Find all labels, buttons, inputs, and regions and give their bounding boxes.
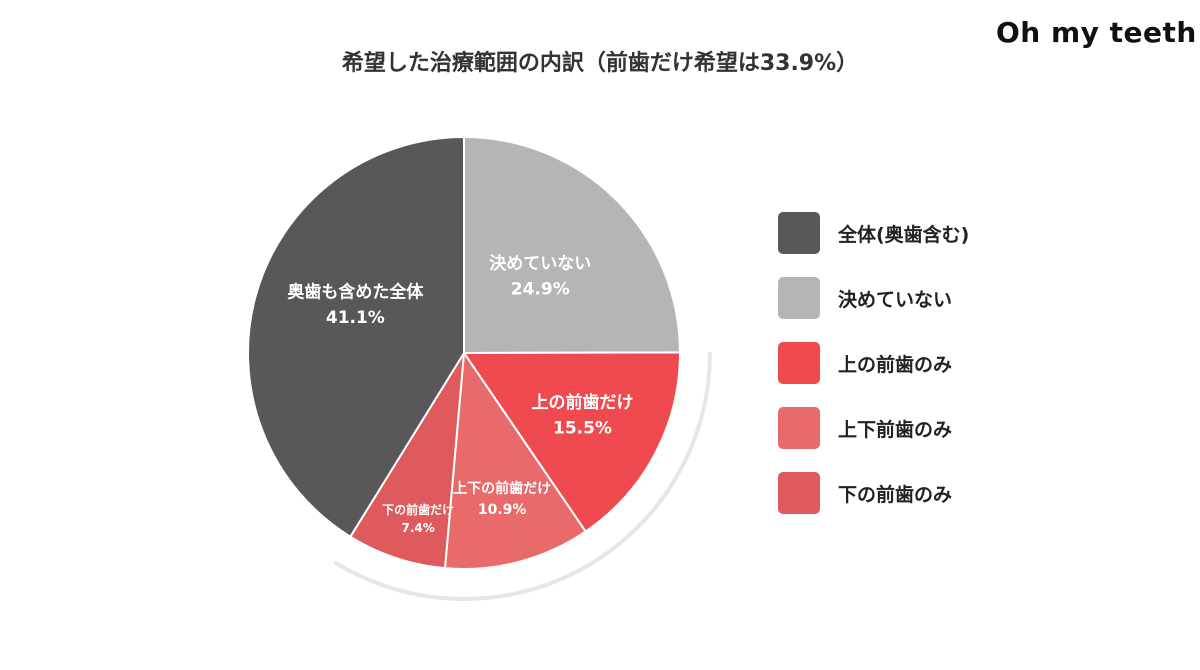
- slice-jouge-maeba-label: 上下の前歯だけ: [453, 480, 551, 497]
- slice-zentai-value-label: 41.1%: [326, 308, 385, 328]
- legend-item-kimete-inai: 決めていない: [778, 277, 969, 319]
- front-teeth-highlight-arc: [333, 352, 713, 601]
- slice-ue-maeba-label: 上の前歯だけ: [531, 392, 633, 413]
- slice-kimete-inai-value-label: 24.9%: [511, 279, 570, 299]
- legend-swatch: [778, 342, 820, 384]
- pie-slices: [247, 135, 682, 570]
- legend-item-zentai: 全体(奥歯含む): [778, 212, 969, 254]
- legend-label: 全体(奥歯含む): [838, 223, 970, 246]
- legend-label: 下の前歯のみ: [838, 483, 953, 506]
- pie-slice-labels: 決めていない 24.9% 上の前歯だけ 15.5% 上下の前歯だけ 10.9% 下の前歯だけ…: [287, 253, 633, 535]
- slice-kimete-inai-label: 決めていない: [489, 253, 591, 274]
- slice-kimete-inai: [463, 135, 682, 355]
- slice-jouge-maeba-value-label: 10.9%: [478, 502, 527, 518]
- legend-label: 上の前歯のみ: [838, 353, 953, 376]
- legend-item-ue-maeba: 上の前歯のみ: [778, 342, 969, 384]
- slice-ue-maeba: [462, 351, 681, 533]
- legend-swatch: [778, 212, 820, 254]
- chart-legend: 全体(奥歯含む) 決めていない 上の前歯のみ 上下前歯のみ 下の前歯のみ: [778, 212, 969, 537]
- chart-title: 希望した治療範囲の内訳（前歯だけ希望は33.9%）: [341, 51, 859, 76]
- slice-shita-maeba: [348, 352, 465, 570]
- slice-zentai-label: 奥歯も含めた全体: [287, 281, 424, 302]
- legend-label: 決めていない: [838, 288, 953, 311]
- legend-label: 上下前歯のみ: [838, 418, 953, 441]
- legend-item-shita-maeba: 下の前歯のみ: [778, 472, 969, 514]
- slice-jouge-maeba: [443, 350, 588, 570]
- legend-item-jouge-maeba: 上下前歯のみ: [778, 407, 969, 449]
- slice-shita-maeba-value-label: 7.4%: [401, 521, 434, 535]
- legend-swatch: [778, 407, 820, 449]
- legend-swatch: [778, 277, 820, 319]
- slice-shita-maeba-label: 下の前歯だけ: [382, 502, 454, 517]
- slice-ue-maeba-value-label: 15.5%: [553, 418, 612, 438]
- slice-zentai: [247, 135, 465, 539]
- legend-swatch: [778, 472, 820, 514]
- brand-logo: Oh my teeth: [996, 16, 1197, 49]
